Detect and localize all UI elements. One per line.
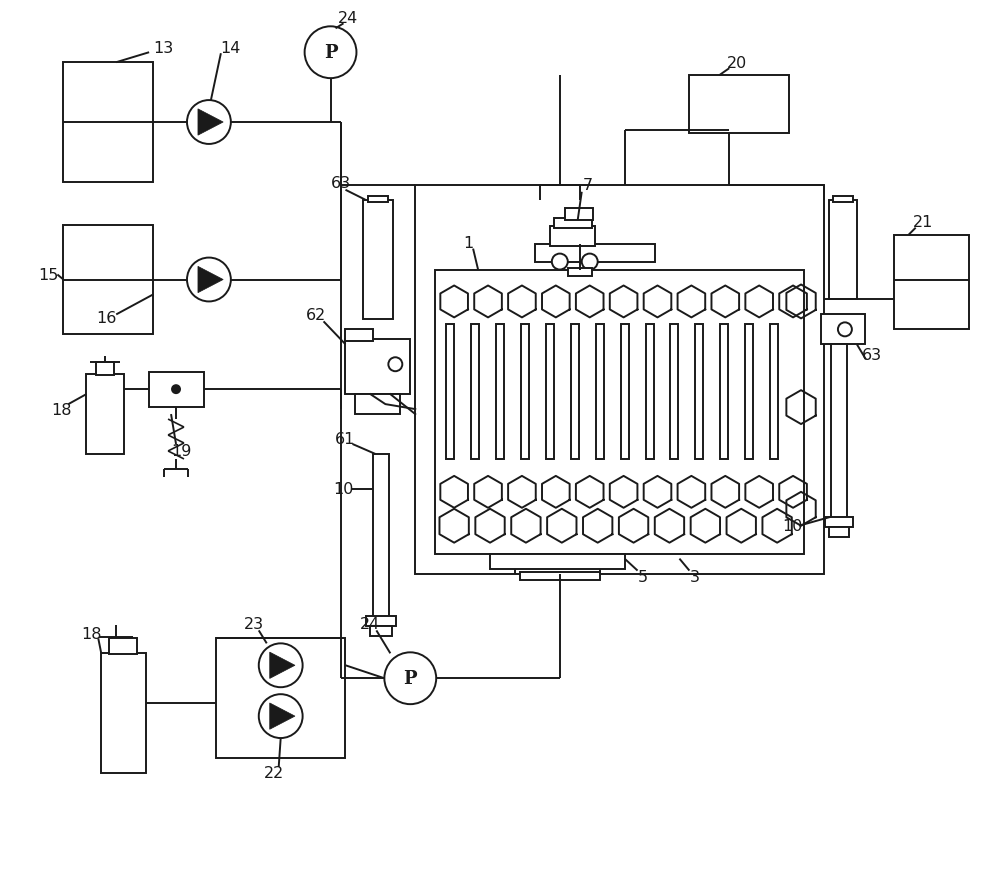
Text: 19: 19 — [171, 444, 191, 459]
Circle shape — [187, 258, 231, 302]
Bar — [520, 572, 600, 579]
Bar — [345, 330, 373, 342]
Bar — [554, 219, 592, 228]
Text: 14: 14 — [221, 40, 241, 55]
Bar — [63, 63, 153, 183]
Bar — [216, 638, 345, 758]
Text: 1: 1 — [463, 236, 473, 251]
Bar — [829, 200, 857, 300]
Text: 18: 18 — [51, 402, 72, 417]
Circle shape — [384, 652, 436, 704]
Text: 18: 18 — [81, 626, 102, 641]
Text: 10: 10 — [782, 519, 802, 534]
Circle shape — [582, 255, 598, 270]
Bar — [149, 373, 204, 407]
Text: 63: 63 — [330, 176, 351, 191]
Bar — [96, 363, 114, 376]
Bar — [355, 395, 400, 414]
Circle shape — [172, 385, 180, 393]
Text: 21: 21 — [912, 215, 933, 230]
Bar — [670, 325, 678, 459]
Bar — [415, 185, 824, 574]
Polygon shape — [270, 652, 295, 679]
Bar — [435, 270, 804, 554]
Bar — [695, 325, 703, 459]
Bar — [101, 653, 146, 773]
Polygon shape — [198, 267, 223, 293]
Bar — [720, 325, 728, 459]
Bar — [535, 244, 655, 263]
Bar — [366, 616, 396, 627]
Circle shape — [388, 358, 402, 371]
Bar — [596, 325, 604, 459]
Circle shape — [259, 694, 303, 738]
Text: 13: 13 — [153, 40, 173, 55]
Circle shape — [305, 27, 356, 79]
Bar — [829, 527, 849, 537]
Bar — [521, 325, 529, 459]
Bar — [471, 325, 479, 459]
Bar — [646, 325, 654, 459]
Text: P: P — [403, 670, 417, 687]
Bar — [363, 200, 393, 320]
Polygon shape — [198, 110, 223, 136]
Text: 7: 7 — [583, 178, 593, 193]
Text: 3: 3 — [689, 570, 699, 585]
Text: 5: 5 — [637, 570, 648, 585]
Circle shape — [187, 101, 231, 145]
Text: 22: 22 — [264, 766, 284, 781]
Text: 10: 10 — [333, 482, 354, 497]
Bar — [368, 197, 388, 203]
Bar — [833, 197, 853, 203]
Bar — [109, 638, 137, 655]
Bar — [894, 235, 969, 330]
Text: 16: 16 — [96, 311, 116, 326]
Circle shape — [552, 255, 568, 270]
Bar — [490, 554, 625, 569]
Circle shape — [838, 323, 852, 337]
Circle shape — [259, 644, 303, 687]
Bar — [571, 325, 579, 459]
Text: 63: 63 — [862, 348, 882, 363]
Bar — [831, 345, 847, 519]
Bar — [370, 627, 392, 637]
Bar — [770, 325, 778, 459]
Bar — [446, 325, 454, 459]
Bar — [821, 315, 865, 345]
Text: P: P — [324, 44, 337, 62]
Bar — [550, 227, 595, 247]
Text: 24: 24 — [360, 616, 381, 631]
Text: 15: 15 — [38, 268, 59, 283]
Bar — [63, 226, 153, 335]
Bar — [565, 208, 593, 220]
Bar — [86, 375, 124, 455]
Text: 61: 61 — [335, 432, 356, 447]
Bar — [745, 325, 753, 459]
Bar — [345, 340, 410, 395]
Bar — [568, 269, 592, 277]
Text: 62: 62 — [305, 307, 326, 322]
Bar — [621, 325, 629, 459]
Polygon shape — [270, 703, 295, 730]
Text: 23: 23 — [244, 616, 264, 631]
Text: 20: 20 — [727, 55, 747, 70]
Text: 24: 24 — [338, 11, 359, 25]
Bar — [825, 517, 853, 527]
Bar — [373, 455, 389, 619]
Bar — [689, 76, 789, 133]
Bar — [496, 325, 504, 459]
Bar — [546, 325, 554, 459]
